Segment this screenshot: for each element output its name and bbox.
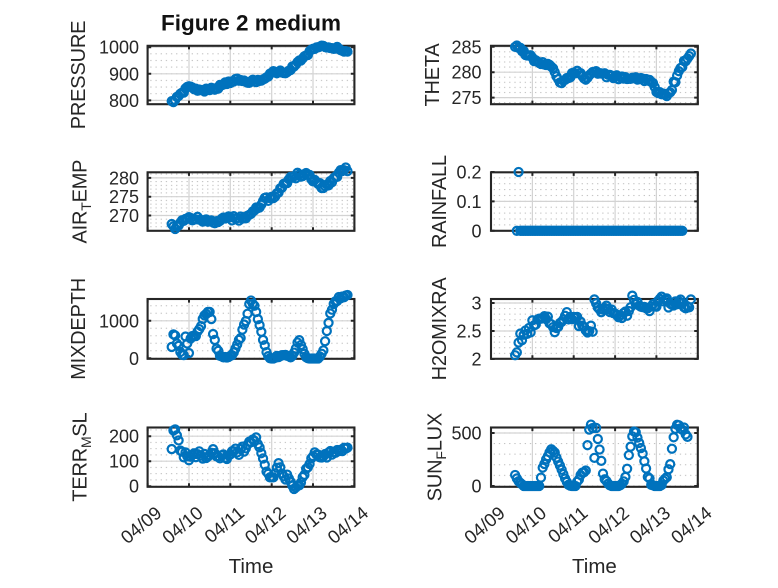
svg-text:100: 100 — [109, 452, 139, 472]
svg-text:0.1: 0.1 — [456, 192, 481, 212]
svg-text:280: 280 — [451, 63, 481, 83]
svg-text:MIXDEPTH: MIXDEPTH — [68, 278, 90, 380]
svg-text:1000: 1000 — [99, 38, 139, 58]
svg-text:800: 800 — [109, 91, 139, 111]
svg-text:1000: 1000 — [99, 311, 139, 331]
svg-text:275: 275 — [109, 187, 139, 207]
svg-text:0.2: 0.2 — [456, 163, 481, 183]
svg-text:2.5: 2.5 — [456, 322, 481, 342]
svg-text:0: 0 — [129, 349, 139, 369]
svg-text:900: 900 — [109, 64, 139, 84]
svg-text:THETA: THETA — [422, 43, 444, 107]
svg-text:Time: Time — [229, 555, 274, 578]
svg-text:280: 280 — [109, 168, 139, 188]
svg-text:0: 0 — [129, 477, 139, 497]
svg-text:2: 2 — [471, 350, 481, 370]
svg-text:Figure 2 medium: Figure 2 medium — [161, 11, 341, 36]
svg-text:SUNF​LUX: SUNF​LUX — [425, 413, 450, 501]
svg-text:200: 200 — [109, 427, 139, 447]
svg-text:270: 270 — [109, 206, 139, 226]
svg-text:500: 500 — [451, 424, 481, 444]
svg-text:3: 3 — [471, 294, 481, 314]
svg-text:TERRM​SL: TERRM​SL — [70, 412, 95, 501]
svg-text:PRESSURE: PRESSURE — [68, 21, 90, 129]
svg-text:AIRT​EMP: AIRT​EMP — [70, 160, 95, 244]
svg-text:H2OMIXRA: H2OMIXRA — [429, 277, 451, 381]
svg-text:275: 275 — [451, 88, 481, 108]
svg-text:Time: Time — [572, 555, 617, 578]
svg-text:285: 285 — [451, 37, 481, 57]
svg-text:RAINFALL: RAINFALL — [429, 155, 451, 248]
svg-text:0: 0 — [471, 221, 481, 241]
svg-text:0: 0 — [471, 477, 481, 497]
